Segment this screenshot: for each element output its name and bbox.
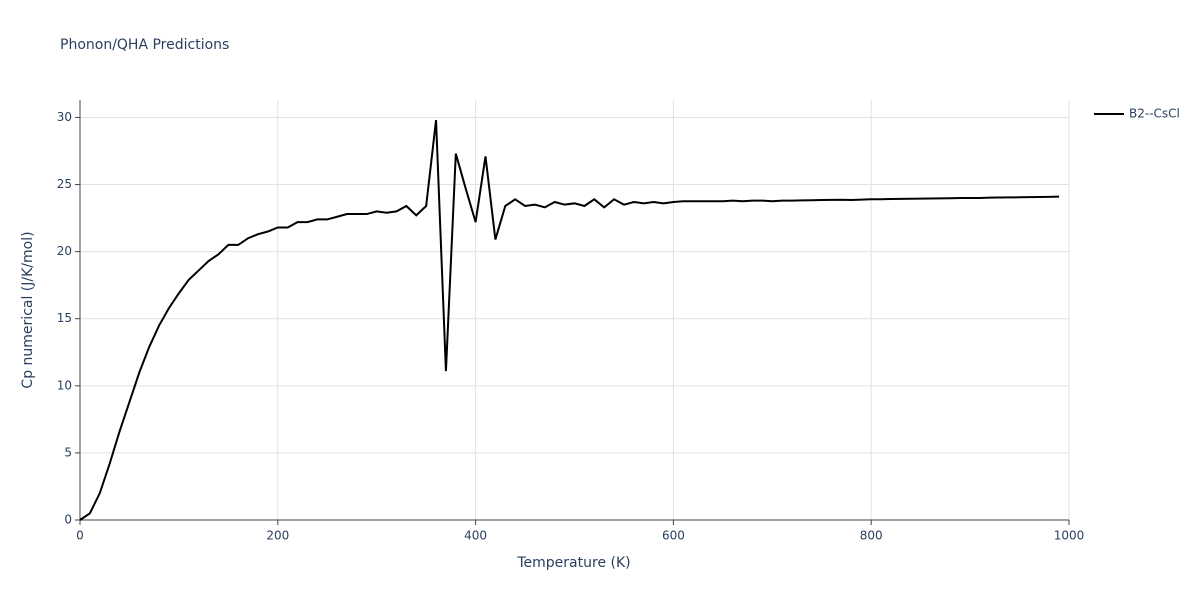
data-line	[79, 120, 1060, 521]
y-tick-label: 15	[57, 311, 72, 325]
y-axis-title: Cp numerical (J/K/mol)	[20, 231, 36, 388]
y-tick-label: 20	[57, 244, 72, 258]
y-tick-label: 5	[64, 445, 72, 459]
y-tick-label: 0	[64, 513, 72, 527]
x-axis-title: Temperature (K)	[516, 555, 630, 571]
x-tick-label: 800	[860, 529, 883, 543]
y-tick-label: 25	[57, 177, 72, 191]
x-tick-label: 200	[266, 529, 289, 543]
y-tick-label: 30	[57, 110, 72, 124]
x-tick-label: 0	[76, 529, 84, 543]
x-tick-label: 600	[662, 529, 685, 543]
y-tick-label: 10	[57, 378, 72, 392]
x-tick-label: 400	[464, 529, 487, 543]
x-tick-label: 1000	[1054, 529, 1085, 543]
legend-label: B2--CsCl	[1129, 107, 1180, 121]
chart-title: Phonon/QHA Predictions	[60, 37, 229, 53]
